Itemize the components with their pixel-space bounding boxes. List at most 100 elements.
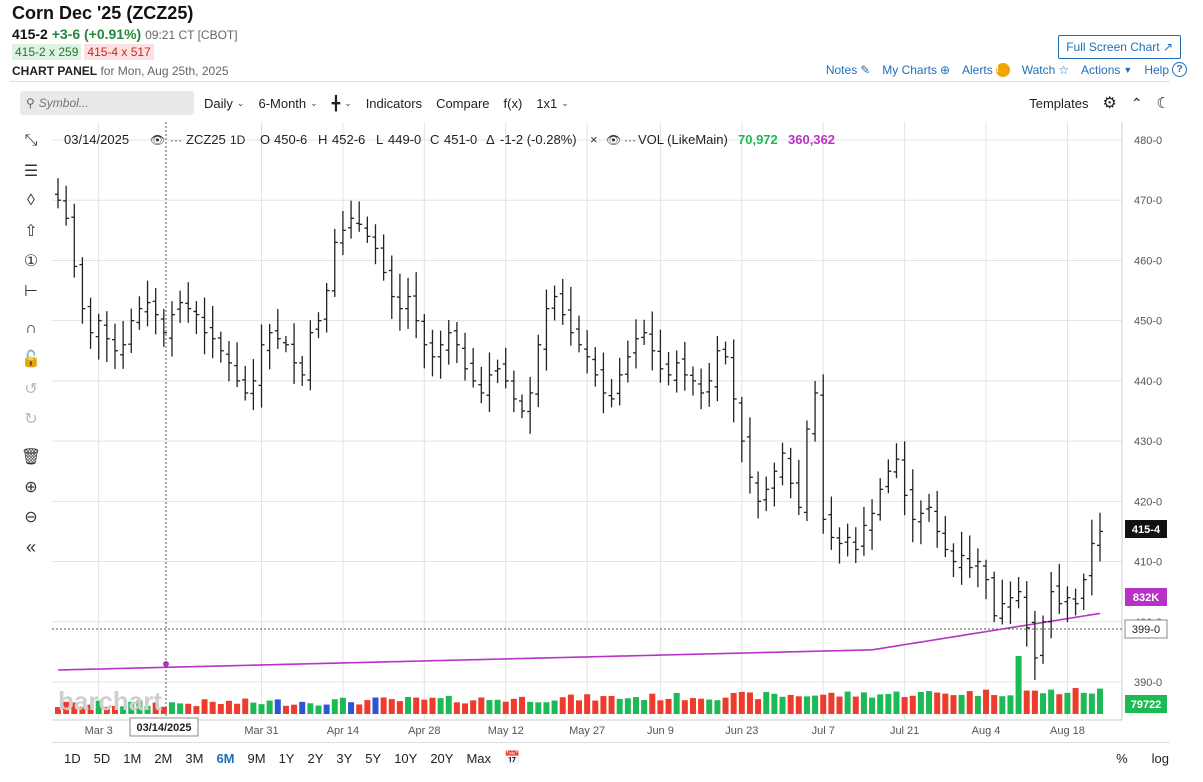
measure-icon[interactable]: ⊢ xyxy=(24,283,38,300)
gear-icon[interactable]: ⚙ xyxy=(1102,95,1117,112)
numbered-marker-icon[interactable]: ① xyxy=(23,253,39,270)
ask-badge: 415-4 x 517 xyxy=(84,44,154,60)
layout-dropdown[interactable]: 1x1 ⌄ xyxy=(536,96,569,111)
ohlc-bar xyxy=(1088,519,1095,596)
arrow-up-icon[interactable]: ⇧ xyxy=(24,223,38,240)
ohlc-bar xyxy=(1031,610,1038,680)
y-tick-label: 410-0 xyxy=(1134,557,1162,569)
ohlc-bar xyxy=(144,280,151,327)
volume-bar xyxy=(193,706,200,714)
zoom-out-icon[interactable]: ⊖ xyxy=(24,509,38,526)
last-price: 415-2 xyxy=(12,26,48,42)
templates-button[interactable]: Templates xyxy=(1029,95,1089,111)
range-1m[interactable]: 1M xyxy=(123,750,142,766)
help-link[interactable]: Help? xyxy=(1144,62,1187,77)
volume-bar xyxy=(999,696,1006,714)
y-tick-label: 420-0 xyxy=(1134,496,1162,508)
volume-bar xyxy=(535,702,542,714)
caret-down-icon: ▼ xyxy=(1123,64,1133,75)
eye-icon[interactable]: 👁 xyxy=(606,133,621,147)
volume-bar xyxy=(331,699,338,714)
ohlc-bar xyxy=(950,543,957,577)
volume-bar xyxy=(437,698,444,714)
price-chart[interactable]: 03/14/2025 👁 ··· ZCZ25 1D O 450-6 H 452-… xyxy=(52,122,1170,744)
range-3y[interactable]: 3Y xyxy=(336,750,353,766)
ohlc-bar xyxy=(71,203,78,278)
chart-svg[interactable]: 03/14/2025 👁 ··· ZCZ25 1D O 450-6 H 452-… xyxy=(52,122,1170,744)
volume-bar xyxy=(869,697,876,714)
percent-scale-button[interactable]: % xyxy=(1116,750,1128,766)
range-6m[interactable]: 6M xyxy=(216,750,235,766)
range-2y[interactable]: 2Y xyxy=(307,750,324,766)
full-screen-chart-button[interactable]: Full Screen Chart ↗ xyxy=(1058,35,1181,59)
more-dots-icon[interactable]: ··· xyxy=(624,133,636,147)
redo-icon[interactable]: ↻ xyxy=(24,411,38,428)
range-5d[interactable]: 5D xyxy=(93,750,111,766)
shapes-icon[interactable]: ◊ xyxy=(27,192,35,209)
volume-bar xyxy=(527,701,534,714)
watch-link[interactable]: Watch ☆ xyxy=(1022,63,1069,77)
calendar-icon[interactable]: 📅 xyxy=(504,750,521,765)
volume-bar xyxy=(185,703,192,714)
fib-levels-icon[interactable]: ☰ xyxy=(23,163,39,180)
symbol-search[interactable]: ⚲ xyxy=(20,91,194,115)
bar-type-dropdown[interactable]: ╋ ⌄ xyxy=(332,95,352,112)
volume-bar xyxy=(551,700,558,714)
range-2m[interactable]: 2M xyxy=(154,750,173,766)
notes-link[interactable]: Notes ✎ xyxy=(826,63,870,77)
interval-dropdown[interactable]: Daily ⌄ xyxy=(204,96,244,111)
collapse-up-icon[interactable]: ⌃ xyxy=(1130,94,1143,111)
volume-bar xyxy=(470,700,477,714)
moon-icon[interactable]: ☾ xyxy=(1156,95,1170,112)
range-3m[interactable]: 3M xyxy=(185,750,204,766)
indicators-button[interactable]: Indicators xyxy=(365,95,423,111)
eye-icon[interactable]: 👁 xyxy=(150,133,165,147)
period-dropdown[interactable]: 6-Month ⌄ xyxy=(258,96,317,111)
price-badge-bg xyxy=(1125,520,1167,538)
volume-bar xyxy=(714,700,721,714)
x-tick-label: Apr 14 xyxy=(327,725,359,737)
magnet-icon[interactable]: ∩ xyxy=(25,320,37,337)
fx-button[interactable]: f(x) xyxy=(503,95,523,111)
range-5y[interactable]: 5Y xyxy=(365,750,382,766)
range-10y[interactable]: 10Y xyxy=(394,750,418,766)
trend-line-icon[interactable]: ⤡ xyxy=(24,132,38,149)
range-9m[interactable]: 9M xyxy=(247,750,266,766)
ohlc-bar xyxy=(356,201,363,232)
panel-title: CHART PANEL xyxy=(12,64,98,78)
actions-menu[interactable]: Actions ▼ xyxy=(1081,63,1132,77)
y-tick-label: 460-0 xyxy=(1134,255,1162,267)
unlock-icon[interactable]: 🔓 xyxy=(21,351,41,368)
collapse-panel-icon[interactable]: « xyxy=(25,536,36,557)
trash-icon[interactable]: 🗑 xyxy=(20,449,42,466)
undo-icon[interactable]: ↺ xyxy=(24,381,38,398)
close-icon[interactable]: × xyxy=(590,132,598,147)
range-1y[interactable]: 1Y xyxy=(278,750,295,766)
compare-button[interactable]: Compare xyxy=(436,95,490,111)
ohlc-bar xyxy=(168,301,175,357)
ohlc-bar xyxy=(1072,588,1079,616)
log-scale-button[interactable]: log xyxy=(1151,750,1169,766)
alerts-link[interactable]: Alerts! xyxy=(962,62,1010,77)
alert-badge-icon: ! xyxy=(995,62,1010,77)
more-dots-icon[interactable]: ··· xyxy=(170,133,182,147)
zoom-in-icon[interactable]: ⊕ xyxy=(24,479,38,496)
volume-bar xyxy=(87,704,94,714)
volume-bar xyxy=(1007,695,1014,714)
ohlc-bar xyxy=(405,277,412,329)
volume-bar xyxy=(1088,693,1095,714)
ohlc-bar xyxy=(462,332,469,381)
volume-bar xyxy=(820,694,827,714)
range-max[interactable]: Max xyxy=(466,750,492,766)
range-1d[interactable]: 1D xyxy=(64,750,81,766)
my-charts-link[interactable]: My Charts ⊕ xyxy=(882,63,950,77)
ohlc-bar xyxy=(722,341,729,365)
ohlc-bar xyxy=(746,417,753,494)
star-icon: ☆ xyxy=(1058,62,1070,77)
range-20y[interactable]: 20Y xyxy=(430,750,454,766)
volume-average-line xyxy=(57,612,1101,671)
ohlc-bar xyxy=(576,315,582,353)
volume-bar xyxy=(567,694,574,714)
symbol-search-input[interactable] xyxy=(38,96,179,110)
ohlc-bar xyxy=(348,200,355,239)
